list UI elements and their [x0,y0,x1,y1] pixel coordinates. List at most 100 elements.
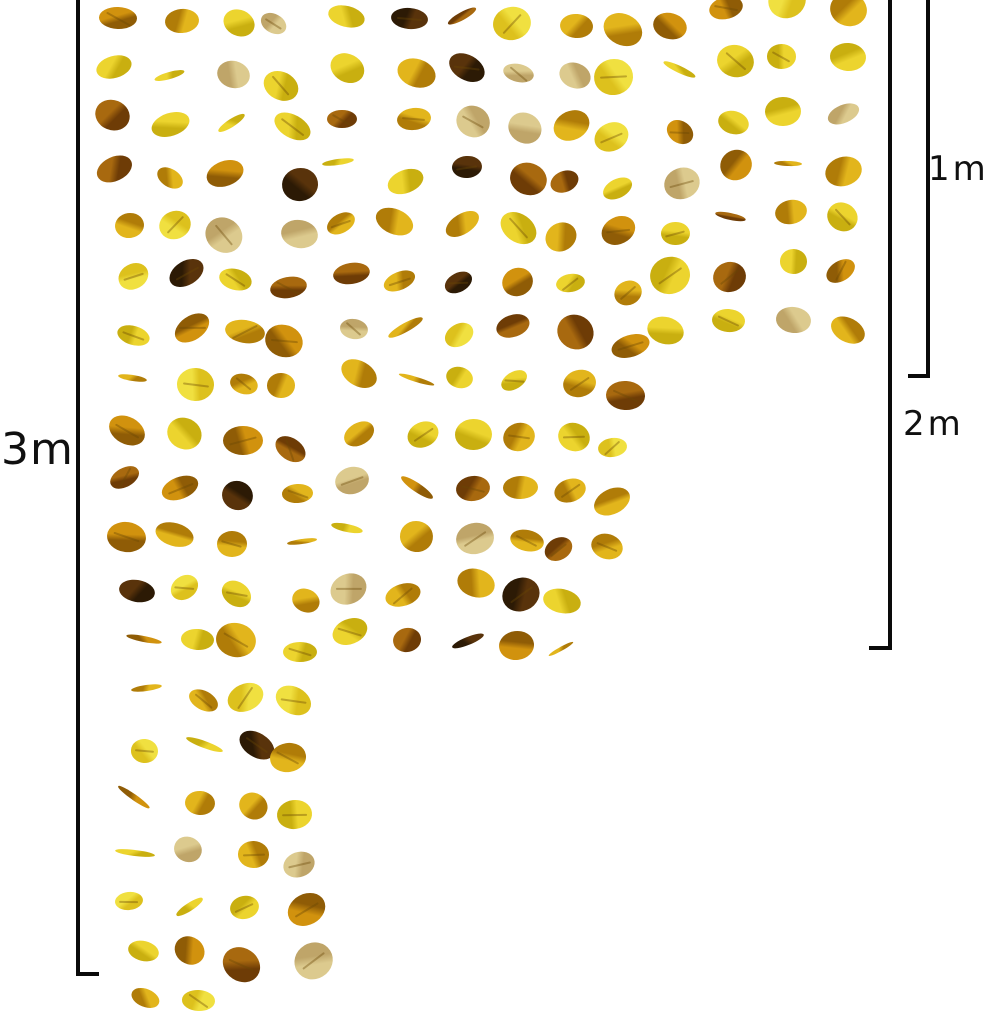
sequin-crease-line [214,224,233,247]
sequin-dot [153,67,186,84]
sequin-crease-line [115,423,140,439]
sequin-dot [715,107,752,138]
sequin-dot [257,8,291,39]
measure-line-2m [888,0,892,650]
sequin-dot [130,683,163,694]
sequin-dot [152,518,196,552]
sequin-dot [710,308,745,334]
sequin-dot [184,684,222,717]
sequin-dot [596,210,640,251]
sequin-dot [441,205,484,243]
sequin-dot [502,106,547,150]
sequin-crease-line [337,627,363,637]
sequin-dot [336,353,382,394]
sequin-dot [274,798,314,831]
sequin-crease-line [456,165,477,171]
sequin-crease-line [620,286,637,301]
sequin-dot [453,520,497,558]
sequin-crease-line [234,903,254,914]
sequin-dot [588,481,635,521]
sequin-dot [441,267,476,298]
sequin-dot [454,564,498,603]
sequin-dot [117,576,157,605]
sequin-dot [114,890,145,912]
sequin-dot [825,0,871,31]
sequin-dot [323,208,359,240]
sequin-crease-line [335,588,362,591]
sequin-crease-line [123,272,145,282]
sequin-dot [115,321,153,349]
sequin-crease-line [724,51,746,71]
sequin-crease-line [448,281,469,285]
sequin-dot [129,737,159,764]
sequin-dot [493,310,533,343]
sequin-crease-line [221,539,243,548]
measure-line-3m [76,0,80,976]
sequin-crease-line [112,532,139,544]
sequin-dot [497,571,546,618]
sequin-dot [98,6,138,30]
sequin-dot [270,679,316,721]
sequin-dot [113,211,146,240]
sequin-crease-line [510,586,533,604]
sequin-crease-line [396,17,422,22]
sequin-dot [502,474,539,500]
sequin-dot [772,196,809,227]
sequin-crease-line [276,750,301,765]
sequin-crease-line [270,338,298,344]
sequin-crease-line [772,51,791,64]
sequin-dot [398,472,435,502]
sequin-crease-line [670,130,690,134]
sequin-dot [403,416,444,453]
sequin-dot [596,435,628,459]
sequin-dot [555,58,594,94]
sequin-dot [237,840,270,869]
sequin-dot [163,7,200,35]
sequin-dot [508,527,546,556]
sequin-dot [539,216,582,257]
sequin-dot [540,532,577,566]
sequin-crease-line [657,267,682,285]
sequin-dot [546,165,582,197]
sequin-dot [125,632,162,646]
sequin-dot [393,53,439,93]
sequin-dot [328,612,372,650]
sequin-crease-line [237,686,254,709]
sequin-dot [258,64,305,107]
sequin-dot [650,9,690,43]
sequin-dot [281,483,314,504]
sequin-crease-line [225,272,246,287]
sequin-dot [762,0,812,25]
sequin-dot [223,317,266,347]
sequin-dot [764,97,802,127]
sequin-dot [168,930,210,971]
sequin-crease-line [231,325,258,340]
sequin-dot [444,47,490,88]
sequin-dot [339,416,378,452]
sequin-dot [152,163,187,194]
sequin-dot [662,114,699,149]
sequin-dot [454,474,492,504]
sequin-dot [212,619,259,661]
sequin-crease-line [669,179,695,188]
sequin-crease-line [105,11,131,26]
sequin-crease-line [463,530,487,548]
sequin-dot [597,7,647,53]
sequin-dot [662,58,698,80]
sequin-dot [713,40,757,81]
sequin-dot [128,983,163,1011]
sequin-crease-line [560,483,581,499]
sequin-dot [184,734,224,754]
sequin-crease-line [281,813,307,817]
sequin-crease-line [453,65,480,71]
sequin-dot [501,60,536,85]
sequin-dot [217,476,258,515]
sequin-dot [155,206,196,244]
sequin-dot [93,51,134,84]
sequin-dot [233,787,272,825]
label-3m: 3m [1,424,74,475]
sequin-dot [588,529,626,563]
sequin-dot [440,318,478,352]
